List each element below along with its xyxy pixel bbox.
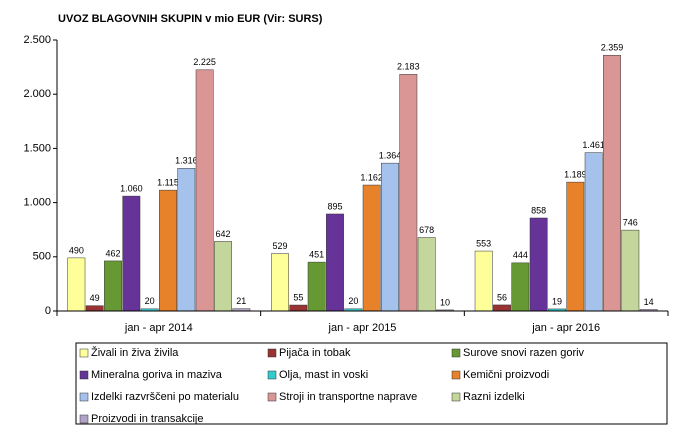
value-label: 678 — [419, 225, 434, 235]
bar — [214, 241, 232, 312]
bar — [493, 304, 511, 312]
value-label: 2.225 — [193, 57, 216, 67]
legend-label: Kemični proizvodi — [463, 369, 549, 381]
bar — [511, 262, 530, 312]
chart-title: UVOZ BLAGOVNIH SKUPIN v mio EUR (Vir: SU… — [58, 13, 323, 25]
value-label: 56 — [497, 292, 507, 302]
bar — [271, 253, 289, 312]
legend-label: Proizvodi in transakcije — [91, 413, 204, 425]
value-label: 746 — [623, 218, 638, 228]
bar — [529, 217, 548, 312]
value-label: 49 — [90, 293, 100, 303]
y-tick-label: 0 — [45, 305, 51, 317]
legend-swatch — [79, 414, 89, 424]
bar — [307, 261, 326, 312]
value-label: 529 — [272, 241, 287, 251]
value-label: 55 — [293, 292, 303, 302]
legend-swatch — [79, 392, 89, 402]
bar — [621, 229, 640, 312]
value-label: 1.115 — [157, 178, 179, 188]
legend-swatch — [451, 370, 461, 380]
value-label: 451 — [309, 249, 324, 259]
value-label: 20 — [145, 296, 155, 306]
legend-label: Surove snovi razen goriv — [463, 347, 585, 359]
value-label: 444 — [513, 250, 528, 260]
legend-swatch — [451, 348, 461, 358]
legend-label: Izdelki razvrščeni po materialu — [91, 391, 239, 403]
y-tick-label: 500 — [33, 251, 51, 263]
value-label: 1.316 — [175, 156, 198, 166]
y-tick-label: 1.000 — [23, 197, 51, 209]
bar — [67, 257, 86, 312]
bar — [289, 304, 308, 312]
y-tick-label: 2.500 — [23, 34, 51, 46]
value-label: 1.060 — [120, 183, 143, 193]
value-label: 462 — [105, 248, 120, 258]
bar — [85, 305, 104, 312]
bar — [104, 260, 122, 312]
value-label: 1.364 — [379, 151, 402, 161]
legend-swatch — [267, 392, 277, 402]
bar — [362, 184, 381, 312]
legend-swatch — [451, 392, 461, 402]
legend-swatch — [79, 370, 89, 380]
bar — [603, 55, 621, 312]
bar — [326, 213, 344, 312]
bar — [566, 181, 585, 312]
value-label: 2.359 — [601, 43, 624, 53]
value-label: 1.461 — [582, 140, 605, 150]
value-label: 1.189 — [564, 169, 587, 179]
value-label: 21 — [236, 296, 246, 306]
y-tick-label: 1.500 — [23, 142, 51, 154]
value-label: 14 — [644, 297, 654, 307]
value-label: 20 — [348, 296, 358, 306]
bar — [159, 189, 177, 312]
bar — [584, 152, 603, 312]
value-label: 642 — [215, 229, 230, 239]
bar — [177, 168, 196, 312]
legend-label: Mineralna goriva in maziva — [91, 369, 223, 381]
x-tick-label: jan - apr 2014 — [124, 322, 193, 334]
bar — [399, 74, 418, 312]
legend-label: Pijača in tobak — [279, 347, 351, 359]
value-label: 553 — [476, 238, 491, 248]
legend-swatch — [267, 348, 277, 358]
value-label: 10 — [440, 297, 450, 307]
legend-box — [75, 342, 668, 425]
value-label: 2.183 — [397, 62, 420, 72]
legend-swatch — [267, 370, 277, 380]
legend-label: Stroji in transportne naprave — [279, 391, 417, 403]
legend-swatch — [79, 348, 89, 358]
x-tick-label: jan - apr 2015 — [328, 322, 397, 334]
legend-label: Živali in živa živila — [91, 346, 179, 359]
bar — [474, 250, 493, 312]
bar — [122, 195, 141, 312]
legend-label: Razni izdelki — [463, 391, 525, 403]
value-label: 1.162 — [360, 172, 383, 182]
bar — [417, 237, 436, 312]
bar — [381, 162, 399, 312]
value-label: 858 — [531, 205, 546, 215]
legend-label: Olja, mast in voski — [279, 369, 368, 381]
value-label: 19 — [552, 296, 562, 306]
y-tick-label: 2.000 — [23, 88, 51, 100]
bar — [195, 69, 214, 312]
x-tick-label: jan - apr 2016 — [531, 322, 600, 334]
value-label: 490 — [69, 245, 84, 255]
value-label: 895 — [327, 201, 342, 211]
